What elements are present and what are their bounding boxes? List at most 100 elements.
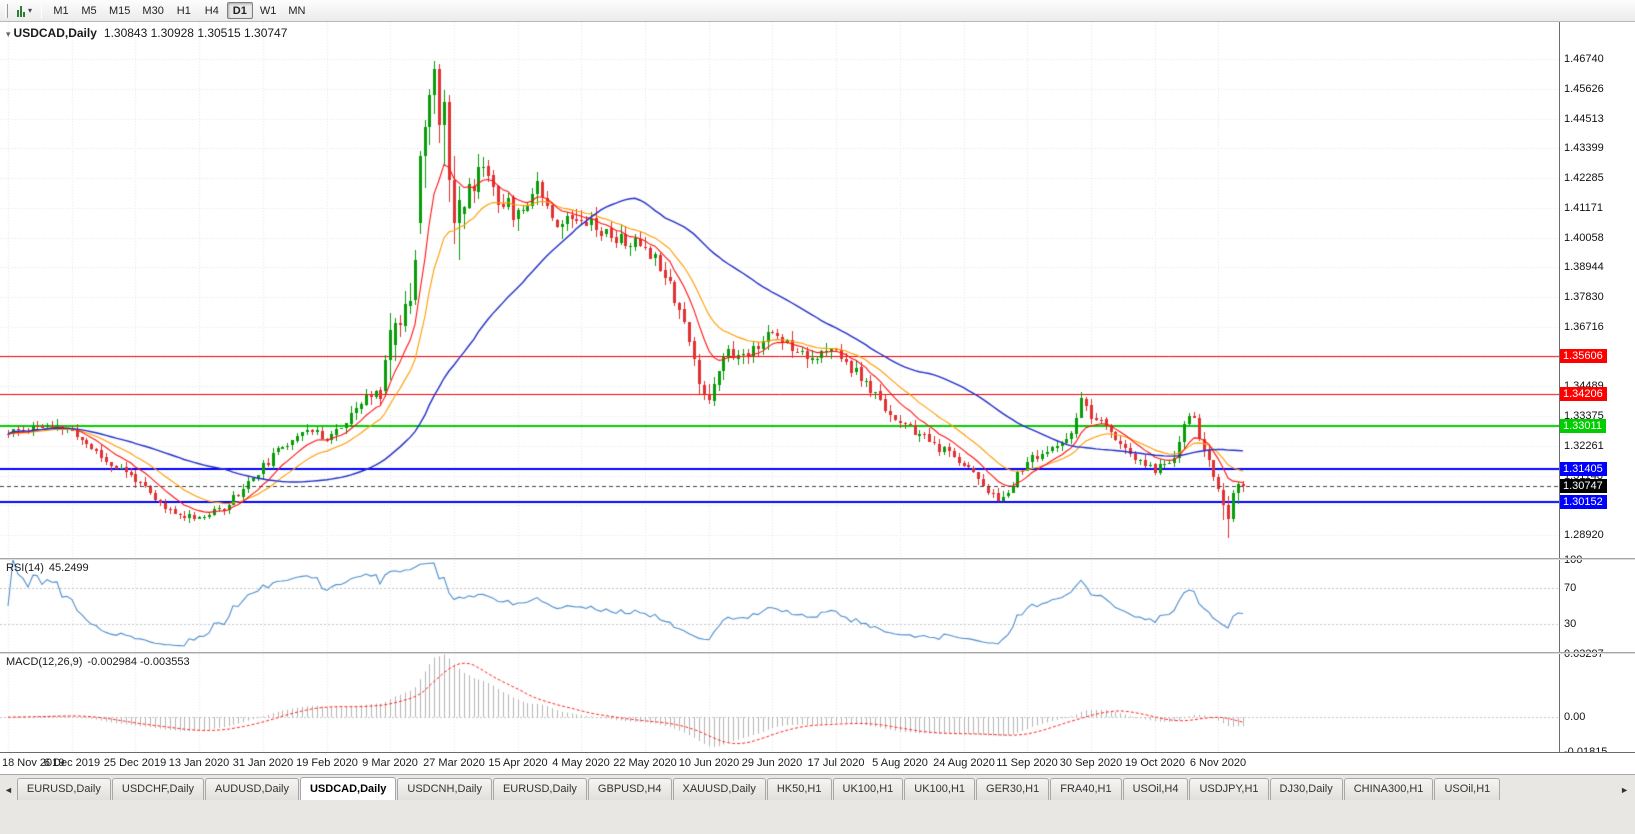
timeframe-button-mn[interactable]: MN [288,5,306,17]
timeframe-button-m15[interactable]: M15 [109,5,131,17]
price-axis-label: 1.32261 [1564,439,1604,452]
chart-tab-xauusd-daily[interactable]: XAUUSD,Daily [672,778,766,800]
time-axis[interactable]: 18 Nov 2019 6 Dec 2019 25 Dec 2019 13 Jan 2… [0,752,1635,774]
macd-axis-label: 0.03297 [1564,648,1604,660]
macd-panel-canvas[interactable] [0,654,1559,752]
chart-tab-audusd-daily[interactable]: AUDUSD,Daily [205,778,299,800]
chart-tab-fra40-h1[interactable]: FRA40,H1 [1050,778,1122,800]
rsi-name: RSI(14) [6,562,44,574]
current-price-label: 1.30747 [1560,479,1607,494]
rsi-axis-label: 100 [1564,554,1583,566]
timeframe-buttons: M1 M5 M15 M30 H1 H4 D1 W1 MN [47,2,311,19]
price-axis-label: 1.43399 [1564,142,1604,155]
macd-axis-label: 0.00 [1564,711,1586,724]
macd-name: MACD(12,26,9) [6,656,83,668]
time-axis-label: 31 Jan 2020 [232,757,294,769]
timeframe-button-m30[interactable]: M30 [142,5,164,17]
time-axis-label: 15 Apr 2020 [488,757,548,769]
time-axis-label: 19 Feb 2020 [296,757,358,769]
chart-tab-usoil-h4[interactable]: USOil,H4 [1122,778,1189,800]
price-axis-label: 1.38944 [1564,261,1604,274]
chart-area: ▾ USDCAD,Daily 1.30843 1.30928 1.30515 1.3… [0,22,1635,758]
chart-tab-eurusd-daily[interactable]: EURUSD,Daily [16,778,111,800]
price-axis-label: 1.28920 [1564,529,1604,542]
rsi-panel-canvas[interactable] [0,560,1559,652]
time-axis-label: 6 Dec 2019 [43,757,101,769]
time-axis-label: 17 Jul 2020 [807,757,865,769]
rsi-indicator-label: RSI(14) 45.2499 [6,562,89,574]
time-axis-label: 18 Nov 2019 [2,757,65,769]
price-axis-label: 1.42285 [1564,172,1604,185]
chart-tabs: EURUSD,Daily USDCHF,Daily AUDUSD,Daily USDC… [16,777,1618,800]
timeframe-button-m5[interactable]: M5 [81,5,97,17]
toolbar-separator [41,2,43,19]
level-price-label: 1.34206 [1560,386,1607,401]
price-axis-label: 1.45626 [1564,82,1604,95]
rsi-axis-label: 70 [1564,581,1577,594]
chart-tab-ger30-h1[interactable]: GER30,H1 [976,778,1050,800]
price-axis[interactable]: 1.46740 1.45626 1.44513 1.43399 1.42285 1.411… [1559,22,1635,758]
chart-tab-eurusd-daily[interactable]: EURUSD,Daily [492,778,587,800]
level-price-label: 1.35606 [1560,349,1607,364]
time-axis-label: 30 Sep 2020 [1059,757,1123,769]
level-price-label: 1.30152 [1560,495,1607,510]
chart-type-dropdown-icon[interactable]: ▾ [28,5,33,15]
chart-tab-usoil-h1[interactable]: USOil,H1 [1434,778,1501,800]
chart-tab-usdjpy-h1[interactable]: USDJPY,H1 [1189,778,1269,800]
time-axis-label: 29 Jun 2020 [741,757,803,769]
time-axis-label: 19 Oct 2020 [1125,757,1185,769]
chart-bars-icon[interactable] [17,5,25,17]
timeframe-button-h4[interactable]: H4 [204,5,219,17]
chart-tab-china300-h1[interactable]: CHINA300,H1 [1343,778,1434,800]
chart-tab-uk100-h1[interactable]: UK100,H1 [904,778,976,800]
time-axis-label: 13 Jan 2020 [168,757,230,769]
chart-title: ▾ USDCAD,Daily 1.30843 1.30928 1.30515 1.3… [6,26,287,40]
level-price-label: 1.31405 [1560,461,1607,476]
chart-tab-dj30-daily[interactable]: DJ30,Daily [1269,778,1343,800]
chart-collapse-icon[interactable]: ▾ [6,29,11,39]
timeframes-toolbar: ▾ M1 M5 M15 M30 H1 H4 D1 W1 MN [0,0,1635,22]
rsi-value: 45.2499 [48,562,89,574]
timeframe-button-m1[interactable]: M1 [53,5,69,17]
timeframe-button-d1[interactable]: D1 [226,2,253,19]
tab-scroll-right-icon[interactable]: ► [1620,785,1629,795]
chart-symbol-label: USDCAD,Daily [13,26,97,40]
panel-splitter[interactable] [0,558,1635,560]
time-axis-label: 4 May 2020 [552,757,610,769]
chart-tab-usdcnh-daily[interactable]: USDCNH,Daily [397,778,492,800]
panel-splitter[interactable] [0,652,1635,654]
price-axis-label: 1.36716 [1564,320,1604,333]
time-axis-label: 6 Nov 2020 [1189,757,1247,769]
chart-tab-hk50-h1[interactable]: HK50,H1 [766,778,832,800]
time-axis-label: 11 Sep 2020 [996,757,1058,769]
chart-tab-gbpusd-h4[interactable]: GBPUSD,H4 [587,778,672,800]
time-axis-label: 9 Mar 2020 [362,757,418,769]
tab-scroll-left-icon[interactable]: ◄ [4,785,13,795]
price-chart-canvas[interactable] [0,22,1559,558]
macd-indicator-label: MACD(12,26,9) -0.002984 -0.003553 [6,656,190,668]
price-axis-label: 1.37830 [1564,291,1604,304]
chart-tab-usdcad-daily[interactable]: USDCAD,Daily [299,777,397,800]
price-axis-label: 1.41171 [1564,201,1603,214]
chart-tab-usdchf-daily[interactable]: USDCHF,Daily [111,778,205,800]
price-axis-label: 1.46740 [1564,53,1604,66]
timeframe-button-w1[interactable]: W1 [259,5,277,17]
chart-tab-uk100-h1[interactable]: UK100,H1 [832,778,904,800]
time-axis-label: 10 Jun 2020 [678,757,740,769]
time-axis-label: 22 May 2020 [613,757,677,769]
time-axis-label: 27 Mar 2020 [423,757,485,769]
time-axis-label: 24 Aug 2020 [933,757,995,769]
price-axis-label: 1.44513 [1564,112,1604,125]
toolbar-grip[interactable] [5,3,8,18]
chart-tab-bar: ◄ EURUSD,Daily USDCHF,Daily AUDUSD,Daily US… [0,774,1635,800]
chart-ohlc-values: 1.30843 1.30928 1.30515 1.30747 [103,26,288,40]
time-axis-label: 25 Dec 2019 [103,757,167,769]
timeframe-button-h1[interactable]: H1 [176,5,191,17]
rsi-axis-label: 30 [1564,618,1577,631]
time-axis-label: 5 Aug 2020 [872,757,928,769]
level-price-label: 1.33011 [1560,418,1606,433]
bottom-strip [0,800,1635,834]
macd-values: -0.002984 -0.003553 [87,656,190,668]
price-axis-label: 1.40058 [1564,231,1604,244]
